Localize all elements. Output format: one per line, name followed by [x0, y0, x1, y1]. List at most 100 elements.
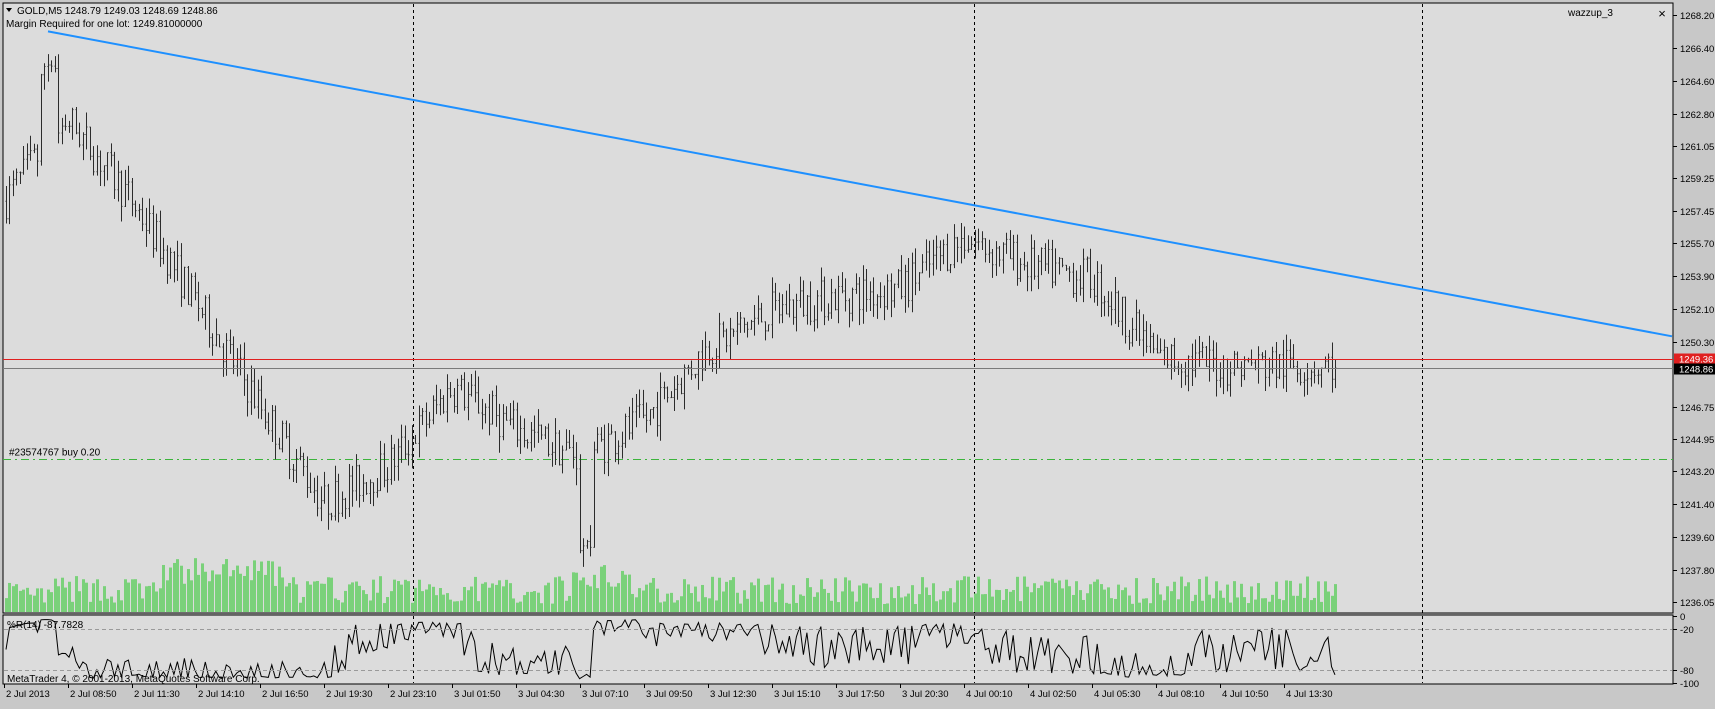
- volume-bar: [519, 601, 522, 612]
- volume-bar: [120, 600, 123, 612]
- volume-bar: [600, 566, 603, 612]
- volume-bar: [1264, 598, 1267, 612]
- volume-bar: [1313, 597, 1316, 612]
- volume-bar: [323, 583, 326, 612]
- volume-bar: [589, 586, 592, 612]
- volume-bar: [837, 602, 840, 612]
- volume-bar: [516, 602, 519, 612]
- volume-bar: [1159, 594, 1162, 612]
- volume-bar: [1324, 581, 1327, 612]
- volume-bar: [169, 567, 172, 612]
- volume-bar: [1086, 593, 1089, 612]
- volume-bar: [753, 585, 756, 612]
- volume-bar: [68, 581, 71, 612]
- volume-bar: [208, 581, 211, 612]
- volume-bar: [33, 595, 36, 612]
- volume-bar: [502, 586, 505, 612]
- volume-bar: [865, 583, 868, 612]
- volume-bar: [666, 593, 669, 612]
- volume-bar: [64, 587, 67, 612]
- volume-bar: [488, 587, 491, 612]
- price-tick-label: 1236.05: [1680, 598, 1714, 609]
- volume-bar: [879, 583, 882, 612]
- volume-bar: [82, 579, 85, 612]
- time-scale[interactable]: 2 Jul 2013 2 Jul 08:50 2 Jul 11:30 2 Jul 14…: [4, 684, 1333, 700]
- triangle-down-icon[interactable]: [6, 8, 12, 12]
- volume-bar: [449, 599, 452, 612]
- volume-bar: [89, 601, 92, 612]
- volume-bar: [1075, 581, 1078, 612]
- volume-bar: [372, 579, 375, 612]
- volume-bar: [575, 572, 578, 612]
- close-icon[interactable]: ×: [1658, 6, 1666, 21]
- volume-bar: [253, 560, 256, 612]
- volume-bar: [1208, 594, 1211, 612]
- volume-bar: [848, 580, 851, 612]
- volume-bar: [1180, 576, 1183, 612]
- volume-bar: [1261, 598, 1264, 612]
- volume-bar: [260, 561, 263, 612]
- volume-bar: [635, 597, 638, 612]
- volume-bar: [1229, 602, 1232, 612]
- volume-bar: [1226, 584, 1229, 612]
- volume-bar: [771, 577, 774, 612]
- volume-bar: [729, 580, 732, 612]
- volume-bar: [1191, 601, 1194, 612]
- trend-line[interactable]: [47, 30, 1673, 338]
- volume-bar: [697, 601, 700, 612]
- volume-bar: [743, 590, 746, 612]
- volume-bar: [432, 586, 435, 612]
- price-scale[interactable]: 1268.20 1266.40 1264.60 1262.80 1261.05 1259.…: [1673, 11, 1714, 609]
- volume-bar: [222, 564, 225, 612]
- volume-bar: [718, 577, 721, 612]
- indicator-tick-label: -20: [1680, 625, 1694, 636]
- volume-bar: [54, 578, 57, 612]
- volume-bar: [799, 594, 802, 612]
- volume-bar: [1173, 581, 1176, 612]
- volume-bar: [435, 595, 438, 612]
- volume-bar: [103, 586, 106, 612]
- volume-bar: [586, 584, 589, 612]
- volume-bar: [138, 583, 141, 612]
- volume-bar: [47, 589, 50, 612]
- order-line[interactable]: #23574767 buy 0.20: [3, 448, 1673, 460]
- volume-bar: [1068, 586, 1071, 612]
- williams-r-line: [5, 618, 1336, 680]
- volume-bar: [918, 594, 921, 612]
- volume-bar: [337, 600, 340, 612]
- volume-bar: [988, 579, 991, 612]
- volume-bar: [313, 581, 316, 612]
- volume-bar: [1023, 576, 1026, 612]
- volume-bar: [211, 570, 214, 612]
- volume-bar: [1061, 588, 1064, 612]
- time-tick-label: 4 Jul 02:50: [1030, 689, 1076, 700]
- volume-bar: [1187, 582, 1190, 612]
- volume-bar: [190, 580, 193, 612]
- volume-bar: [1054, 582, 1057, 612]
- indicator-panel[interactable]: [2, 614, 1674, 685]
- volume-bar: [621, 570, 624, 612]
- volume-bar: [341, 602, 344, 612]
- volume-bar: [218, 574, 221, 612]
- volume-bar: [1065, 579, 1068, 612]
- volume-bar: [911, 585, 914, 612]
- time-tick-label: 2 Jul 16:50: [262, 689, 308, 700]
- volume-bar: [551, 603, 554, 612]
- volume-bar: [631, 593, 634, 612]
- volume-bar: [299, 602, 302, 612]
- volume-bar: [236, 565, 239, 612]
- volume-bar: [369, 600, 372, 612]
- volume-bar: [844, 577, 847, 612]
- time-tick-label: 2 Jul 08:50: [70, 689, 116, 700]
- volume-bar: [687, 584, 690, 612]
- volume-bar: [981, 594, 984, 612]
- volume-bar: [663, 601, 666, 612]
- volume-bar: [820, 579, 823, 612]
- volume-bar: [974, 593, 977, 612]
- time-tick-label: 3 Jul 12:30: [710, 689, 756, 700]
- volume-bar: [99, 600, 102, 612]
- time-tick-label: 4 Jul 05:30: [1094, 689, 1140, 700]
- volume-bar: [614, 586, 617, 612]
- volume-bar: [400, 584, 403, 612]
